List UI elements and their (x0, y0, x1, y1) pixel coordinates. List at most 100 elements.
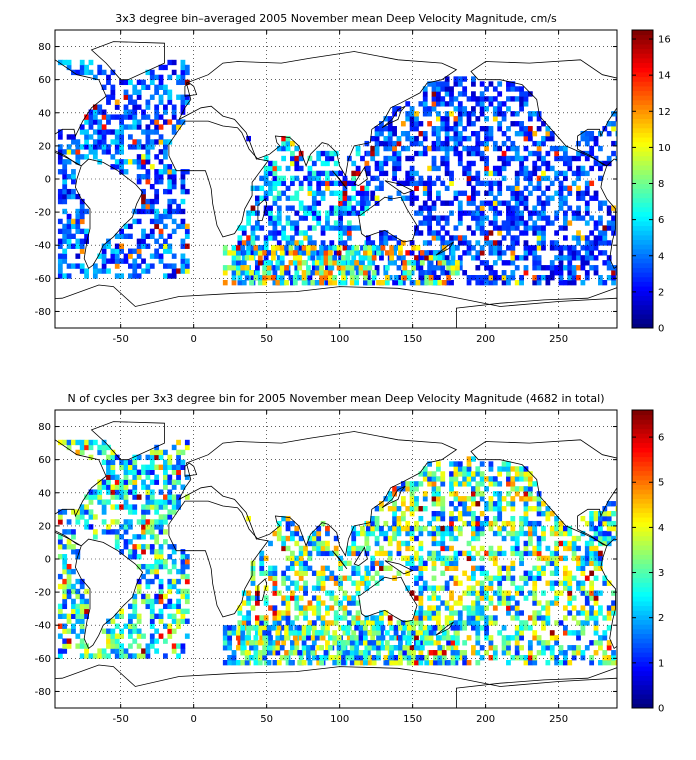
bin-cell (222, 245, 228, 251)
bin-cell (154, 444, 160, 451)
bin-cell (523, 270, 529, 276)
bin-cell (167, 59, 173, 66)
bin-cell (254, 640, 260, 646)
bin-cell (549, 645, 555, 651)
bin-cell (253, 650, 259, 656)
bin-cell (246, 215, 252, 221)
bin-cell (123, 504, 129, 510)
colorbar-segment (632, 563, 653, 569)
bin-cell (127, 554, 133, 560)
bin-cell (254, 615, 260, 621)
bin-cell (462, 496, 468, 502)
coastline (74, 538, 144, 650)
bin-cell (471, 515, 476, 522)
bin-cell (119, 273, 125, 279)
bin-cell (132, 598, 138, 605)
colorbar-segment (632, 118, 653, 124)
bin-cell (341, 275, 346, 281)
bin-cell (567, 205, 573, 211)
bin-cell (471, 600, 476, 606)
bin-cell (466, 550, 472, 557)
bin-cell (149, 459, 155, 466)
bin-cell (167, 544, 173, 550)
bin-cell (376, 245, 381, 251)
bin-cell (374, 160, 380, 167)
bin-cell (176, 499, 181, 505)
bin-cell (301, 630, 307, 636)
bin-cell (145, 169, 151, 175)
bin-cell (471, 615, 476, 621)
bin-cell (149, 198, 155, 205)
bin-cell (554, 270, 560, 276)
bin-cell (405, 481, 411, 487)
bin-cell (110, 504, 116, 510)
bin-cell (435, 461, 441, 467)
bin-cell (301, 275, 307, 281)
bin-cell (163, 154, 168, 160)
colorbar-segment (632, 146, 653, 152)
bin-cell (167, 509, 173, 515)
bin-cell (532, 275, 538, 281)
bin-cell (497, 481, 503, 487)
bin-cell (119, 159, 125, 165)
bin-cell (418, 101, 424, 107)
bin-cell (589, 570, 595, 576)
bin-cell (338, 215, 343, 221)
bin-cell (479, 230, 485, 236)
bin-cell (110, 454, 116, 461)
bin-cell (414, 170, 419, 177)
bin-cell (514, 86, 520, 92)
bin-cell (402, 625, 408, 631)
bin-cell (501, 270, 507, 276)
colorbar-segment (632, 437, 653, 444)
bin-cell (422, 560, 428, 567)
bin-cell (106, 633, 111, 639)
bin-cell (435, 496, 441, 502)
bin-cell (101, 248, 107, 254)
bin-cell (180, 64, 186, 71)
bin-cell (510, 240, 516, 246)
bin-cell (471, 121, 476, 127)
bin-cell (101, 134, 107, 140)
bin-cell (457, 481, 463, 487)
bin-cell (615, 506, 617, 512)
bin-cell (342, 575, 348, 581)
bin-cell (541, 160, 546, 167)
bin-cell (409, 175, 415, 182)
bin-cell (276, 535, 282, 542)
bin-cell (276, 205, 282, 211)
bin-cell (497, 126, 503, 132)
bin-cell (374, 135, 380, 142)
bin-cell (136, 154, 142, 160)
bin-cell (562, 570, 568, 576)
colorbar-segment (632, 680, 653, 686)
bin-cell (389, 659, 395, 666)
bin-cell (145, 129, 151, 135)
bin-cell (396, 620, 402, 626)
bin-cell (184, 258, 190, 264)
bin-cell (250, 565, 256, 571)
bin-cell (541, 265, 546, 271)
bin-cell (462, 145, 468, 152)
bin-cell (602, 250, 608, 256)
bin-cell (123, 459, 129, 466)
colorbar-segment (632, 554, 653, 560)
bin-cell (257, 279, 263, 286)
bin-cell (527, 540, 533, 547)
bin-cell (145, 198, 151, 205)
bin-cell (593, 625, 599, 631)
bin-cell (141, 504, 146, 510)
bin-cell (163, 459, 168, 466)
bin-cell (154, 613, 160, 619)
bin-cell (541, 645, 546, 651)
bin-cell (567, 270, 573, 276)
bin-cell (250, 605, 256, 611)
bin-cell (492, 140, 498, 147)
bin-cell (405, 111, 411, 117)
bin-cell (409, 590, 415, 596)
bin-cell (149, 69, 155, 76)
bin-cell (519, 530, 524, 537)
bin-cell (298, 555, 304, 562)
bin-cell (294, 225, 300, 231)
bin-cell (510, 260, 516, 266)
